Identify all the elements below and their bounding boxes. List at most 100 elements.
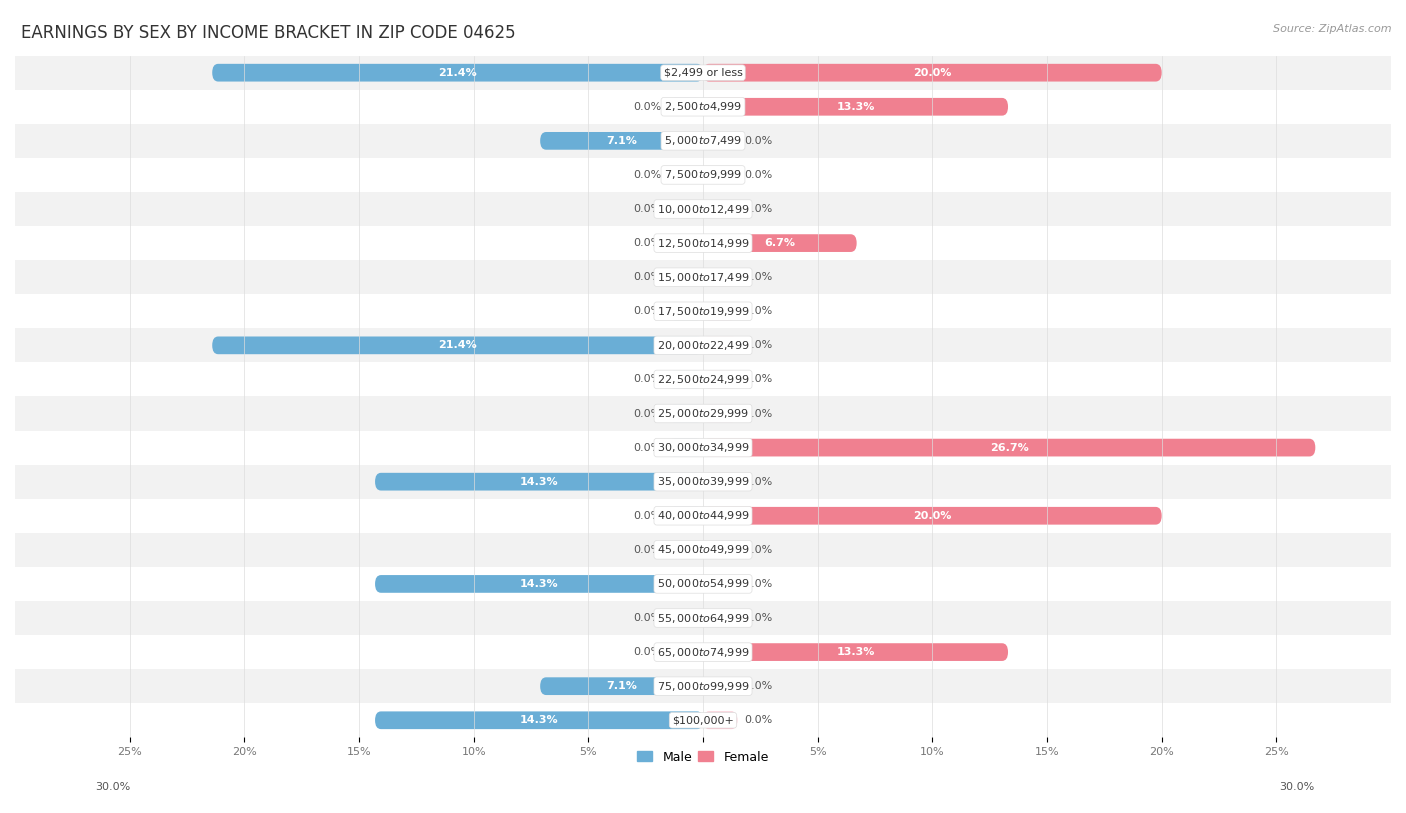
Text: 14.3%: 14.3% — [520, 476, 558, 487]
Bar — [15, 567, 1391, 601]
Bar — [15, 431, 1391, 465]
Bar — [15, 363, 1391, 397]
Text: 0.0%: 0.0% — [634, 307, 662, 316]
Text: 30.0%: 30.0% — [1279, 782, 1315, 792]
FancyBboxPatch shape — [669, 506, 703, 524]
Text: 0.0%: 0.0% — [744, 375, 772, 385]
FancyBboxPatch shape — [669, 302, 703, 320]
Text: 0.0%: 0.0% — [744, 136, 772, 146]
FancyBboxPatch shape — [669, 166, 703, 184]
Text: $20,000 to $22,499: $20,000 to $22,499 — [657, 339, 749, 352]
FancyBboxPatch shape — [703, 609, 737, 627]
Bar — [15, 397, 1391, 431]
Text: 6.7%: 6.7% — [765, 238, 796, 248]
Text: $12,500 to $14,999: $12,500 to $14,999 — [657, 237, 749, 250]
FancyBboxPatch shape — [375, 711, 703, 729]
FancyBboxPatch shape — [669, 200, 703, 218]
FancyBboxPatch shape — [703, 439, 1316, 456]
Text: $22,500 to $24,999: $22,500 to $24,999 — [657, 373, 749, 386]
Text: 20.0%: 20.0% — [912, 67, 952, 78]
Text: Source: ZipAtlas.com: Source: ZipAtlas.com — [1274, 24, 1392, 34]
Text: $2,500 to $4,999: $2,500 to $4,999 — [664, 100, 742, 113]
Text: 26.7%: 26.7% — [990, 442, 1029, 453]
Bar — [15, 89, 1391, 124]
FancyBboxPatch shape — [212, 64, 703, 81]
Text: 7.1%: 7.1% — [606, 681, 637, 691]
Text: 0.0%: 0.0% — [744, 307, 772, 316]
Bar — [15, 498, 1391, 533]
Text: $10,000 to $12,499: $10,000 to $12,499 — [657, 202, 749, 215]
Text: 0.0%: 0.0% — [634, 238, 662, 248]
Text: $2,499 or less: $2,499 or less — [664, 67, 742, 78]
FancyBboxPatch shape — [669, 98, 703, 115]
Bar — [15, 260, 1391, 294]
FancyBboxPatch shape — [669, 643, 703, 661]
Text: 0.0%: 0.0% — [634, 545, 662, 554]
FancyBboxPatch shape — [703, 337, 737, 354]
FancyBboxPatch shape — [703, 268, 737, 286]
Text: $15,000 to $17,499: $15,000 to $17,499 — [657, 271, 749, 284]
FancyBboxPatch shape — [703, 200, 737, 218]
Text: 0.0%: 0.0% — [744, 545, 772, 554]
Text: $35,000 to $39,999: $35,000 to $39,999 — [657, 475, 749, 488]
Text: $45,000 to $49,999: $45,000 to $49,999 — [657, 543, 749, 556]
Text: 0.0%: 0.0% — [634, 170, 662, 180]
Bar — [15, 635, 1391, 669]
Bar — [15, 601, 1391, 635]
Bar — [15, 124, 1391, 158]
Text: $5,000 to $7,499: $5,000 to $7,499 — [664, 134, 742, 147]
Text: 0.0%: 0.0% — [634, 102, 662, 111]
Text: EARNINGS BY SEX BY INCOME BRACKET IN ZIP CODE 04625: EARNINGS BY SEX BY INCOME BRACKET IN ZIP… — [21, 24, 516, 42]
Text: 13.3%: 13.3% — [837, 647, 875, 657]
Bar — [15, 294, 1391, 328]
Text: 0.0%: 0.0% — [634, 442, 662, 453]
Text: 0.0%: 0.0% — [744, 204, 772, 214]
FancyBboxPatch shape — [540, 677, 703, 695]
FancyBboxPatch shape — [669, 234, 703, 252]
Legend: Male, Female: Male, Female — [633, 746, 773, 768]
Text: $100,000+: $100,000+ — [672, 715, 734, 725]
FancyBboxPatch shape — [375, 575, 703, 593]
FancyBboxPatch shape — [669, 268, 703, 286]
Bar — [15, 55, 1391, 89]
FancyBboxPatch shape — [669, 439, 703, 456]
FancyBboxPatch shape — [703, 677, 737, 695]
Bar — [15, 192, 1391, 226]
Bar — [15, 226, 1391, 260]
Text: $7,500 to $9,999: $7,500 to $9,999 — [664, 168, 742, 181]
FancyBboxPatch shape — [703, 302, 737, 320]
Text: 0.0%: 0.0% — [634, 375, 662, 385]
Text: 0.0%: 0.0% — [744, 613, 772, 623]
FancyBboxPatch shape — [703, 405, 737, 423]
Text: $50,000 to $54,999: $50,000 to $54,999 — [657, 577, 749, 590]
Text: 0.0%: 0.0% — [634, 613, 662, 623]
Bar — [15, 669, 1391, 703]
FancyBboxPatch shape — [703, 506, 1161, 524]
Text: 0.0%: 0.0% — [634, 511, 662, 521]
Text: 21.4%: 21.4% — [439, 67, 477, 78]
FancyBboxPatch shape — [669, 541, 703, 559]
Text: 0.0%: 0.0% — [634, 272, 662, 282]
FancyBboxPatch shape — [703, 132, 737, 150]
FancyBboxPatch shape — [703, 234, 856, 252]
Bar — [15, 465, 1391, 498]
Bar — [15, 703, 1391, 737]
Text: $65,000 to $74,999: $65,000 to $74,999 — [657, 646, 749, 659]
Text: 0.0%: 0.0% — [744, 408, 772, 419]
Text: 0.0%: 0.0% — [744, 681, 772, 691]
FancyBboxPatch shape — [703, 575, 737, 593]
FancyBboxPatch shape — [703, 371, 737, 389]
Text: 21.4%: 21.4% — [439, 341, 477, 350]
FancyBboxPatch shape — [669, 609, 703, 627]
Text: $30,000 to $34,999: $30,000 to $34,999 — [657, 441, 749, 454]
Text: 0.0%: 0.0% — [744, 170, 772, 180]
FancyBboxPatch shape — [540, 132, 703, 150]
Text: 14.3%: 14.3% — [520, 715, 558, 725]
Text: $55,000 to $64,999: $55,000 to $64,999 — [657, 611, 749, 624]
Text: 0.0%: 0.0% — [634, 408, 662, 419]
Text: 30.0%: 30.0% — [96, 782, 131, 792]
Text: 13.3%: 13.3% — [837, 102, 875, 111]
FancyBboxPatch shape — [669, 371, 703, 389]
Text: $75,000 to $99,999: $75,000 to $99,999 — [657, 680, 749, 693]
Text: 0.0%: 0.0% — [744, 715, 772, 725]
